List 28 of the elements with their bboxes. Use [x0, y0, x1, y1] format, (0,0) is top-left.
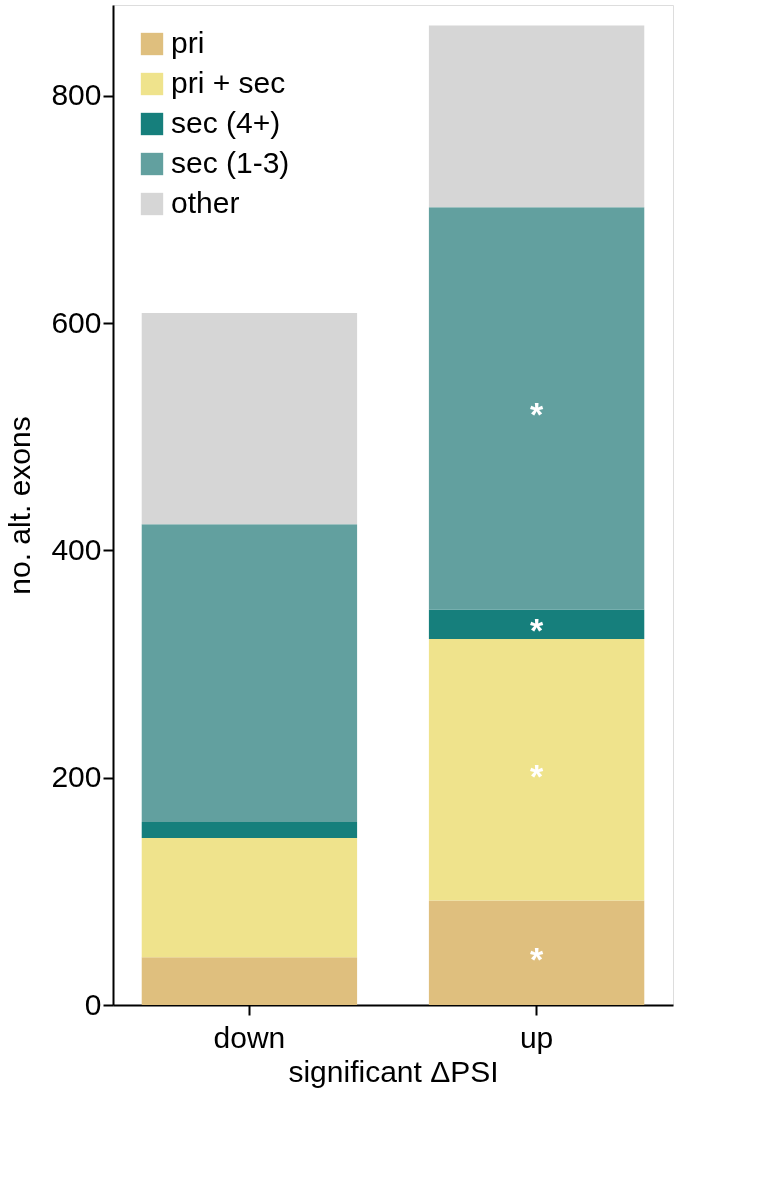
legend-label: pri — [171, 26, 205, 59]
y-tick-label: 800 — [51, 78, 102, 112]
y-tick-label: 400 — [51, 532, 102, 566]
y-tick-label: 600 — [51, 305, 102, 339]
y-tick-label: 200 — [51, 760, 102, 794]
bar — [428, 609, 645, 640]
annotation: * — [529, 756, 544, 795]
y-axis-title: no. alt. exons — [3, 416, 37, 595]
legend-label: other — [171, 186, 240, 219]
bar — [428, 900, 645, 1005]
legend-label: pri + sec — [171, 66, 286, 99]
x-tick-label: down — [213, 1020, 286, 1054]
bar — [141, 837, 358, 958]
bar — [428, 25, 645, 208]
bar — [141, 524, 358, 823]
legend-label: sec (1-3) — [171, 146, 290, 179]
x-axis-title: significant ΔPSI — [288, 1054, 499, 1088]
annotation: * — [529, 611, 544, 650]
bar — [141, 957, 358, 1005]
bar — [428, 207, 645, 610]
annotation: * — [529, 939, 544, 978]
y-tick-label: 0 — [84, 987, 102, 1021]
bar — [428, 639, 645, 901]
x-tick-label: up — [519, 1020, 554, 1054]
legend-label: sec (4+) — [171, 106, 281, 139]
bar — [141, 822, 358, 838]
bar — [141, 312, 358, 525]
annotation: * — [529, 395, 544, 434]
